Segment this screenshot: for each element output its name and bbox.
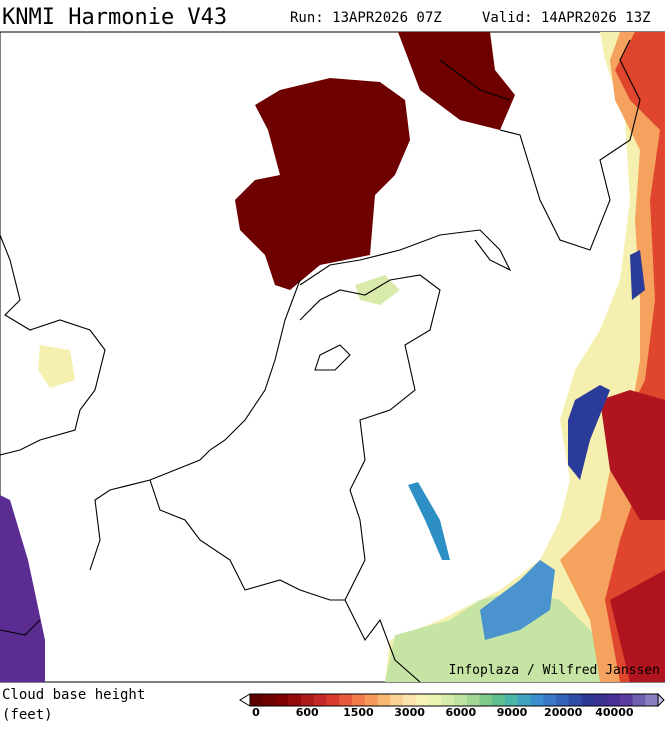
colorbar-swatch bbox=[441, 694, 455, 706]
cloud-area bbox=[0, 495, 45, 682]
colorbar-swatch bbox=[326, 694, 340, 706]
run-time: Run: 13APR2026 07Z bbox=[290, 10, 442, 26]
coastlines bbox=[0, 39, 641, 682]
colorbar-swatch bbox=[505, 694, 519, 706]
colorbar-swatch bbox=[352, 694, 366, 706]
colorbar: 0 600 1500 3000 6000 9000 20000 40000 bbox=[239, 692, 665, 719]
colorbar-swatch bbox=[594, 694, 608, 706]
colorbar-arrow bbox=[657, 692, 665, 708]
cloud-area bbox=[408, 482, 450, 560]
colorbar-outline bbox=[249, 693, 659, 707]
cloud-area bbox=[235, 78, 410, 290]
colorbar-swatch bbox=[466, 694, 480, 706]
colorbar-swatch bbox=[364, 694, 378, 706]
colorbar-swatch bbox=[403, 694, 417, 706]
colorbar-swatch bbox=[428, 694, 442, 706]
cloud-area bbox=[398, 32, 515, 130]
colorbar-swatch bbox=[288, 694, 302, 706]
colorbar-swatch bbox=[645, 694, 659, 706]
legend-label: (feet) bbox=[2, 707, 53, 723]
cloud-area bbox=[600, 390, 665, 520]
colorbar-swatch bbox=[568, 694, 582, 706]
cloud-area bbox=[38, 345, 75, 388]
cloud-area bbox=[630, 250, 645, 300]
valid-time: Valid: 14APR2026 13Z bbox=[482, 10, 651, 26]
cloud-area bbox=[385, 32, 665, 682]
cloud-area bbox=[385, 590, 620, 682]
colorbar-tick-label: 1500 bbox=[343, 706, 374, 719]
colorbar-swatch bbox=[479, 694, 493, 706]
colorbar-swatch bbox=[556, 694, 570, 706]
colorbar-tick-label: 6000 bbox=[445, 706, 476, 719]
colorbar-swatch bbox=[377, 694, 391, 706]
colorbar-swatch bbox=[390, 694, 404, 706]
colorbar-swatch bbox=[607, 694, 621, 706]
credit: Infoplaza / Wilfred Janssen bbox=[449, 663, 660, 678]
colorbar-swatch bbox=[415, 694, 429, 706]
map: Infoplaza / Wilfred Janssen bbox=[0, 31, 665, 683]
title: KNMI Harmonie V43 bbox=[2, 5, 227, 30]
colorbar-swatch bbox=[543, 694, 557, 706]
colorbar-tick-label: 20000 bbox=[544, 706, 583, 719]
colorbar-swatch bbox=[619, 694, 633, 706]
colorbar-arrow bbox=[239, 693, 251, 707]
colorbar-swatch bbox=[517, 694, 531, 706]
colorbar-swatch bbox=[492, 694, 506, 706]
cloud-area bbox=[610, 570, 665, 682]
colorbar-swatch bbox=[581, 694, 595, 706]
colorbar-tick-label: 0 bbox=[252, 706, 260, 719]
colorbar-swatch bbox=[250, 694, 264, 706]
colorbar-swatch bbox=[262, 694, 276, 706]
colorbar-tick-label: 3000 bbox=[394, 706, 425, 719]
legend-label: Cloud base height bbox=[2, 687, 145, 703]
colorbar-swatch bbox=[313, 694, 327, 706]
colorbar-swatch bbox=[275, 694, 289, 706]
cloud-area bbox=[355, 275, 400, 305]
colorbar-tick-label: 40000 bbox=[595, 706, 634, 719]
colorbar-tick-label: 9000 bbox=[497, 706, 528, 719]
cloud-area bbox=[568, 385, 610, 480]
colorbar-swatch bbox=[454, 694, 468, 706]
colorbar-swatch bbox=[632, 694, 646, 706]
colorbar-swatch bbox=[339, 694, 353, 706]
colorbar-swatch bbox=[301, 694, 315, 706]
colorbar-swatch bbox=[530, 694, 544, 706]
cloud-area bbox=[480, 560, 555, 640]
colorbar-tick-label: 600 bbox=[296, 706, 319, 719]
